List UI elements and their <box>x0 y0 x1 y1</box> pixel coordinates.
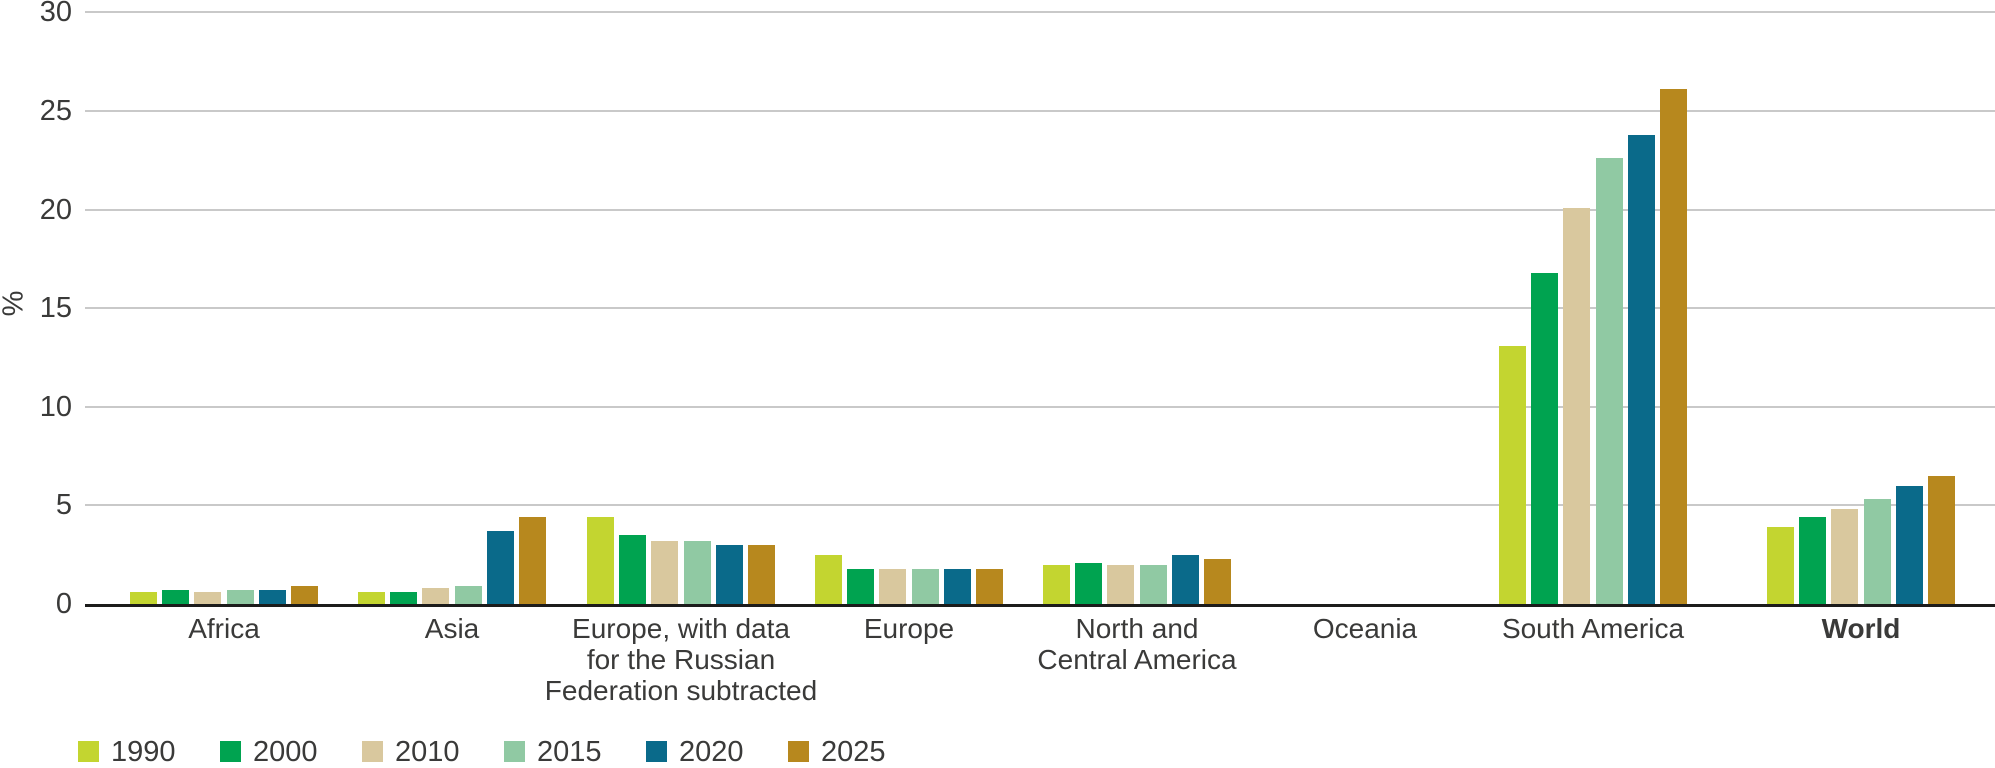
bar-south-america-2010 <box>1563 207 1591 604</box>
bar-world-2025 <box>1928 475 1955 604</box>
gridline-25 <box>85 110 1995 112</box>
bar-europe-2015 <box>911 568 939 604</box>
bar-world-2020 <box>1895 485 1923 604</box>
x-label-asia: Asia <box>424 613 480 644</box>
bar-europe-with-data-for-the-russian-federation-subtracted-2010 <box>651 540 679 604</box>
gridline-30 <box>85 11 1995 14</box>
bar-world-2015 <box>1863 499 1891 604</box>
gridline-20 <box>85 208 1995 211</box>
x-label-world: World <box>1821 613 1901 644</box>
bar-south-america-2000 <box>1531 272 1559 604</box>
bar-europe-with-data-for-the-russian-federation-subtracted-2020 <box>715 544 743 604</box>
gridline-15 <box>85 307 1995 310</box>
x-axis-line <box>85 604 1995 607</box>
bar-north-and-central-america-2025 <box>1204 558 1231 604</box>
bar-asia-2010 <box>422 588 450 604</box>
bar-world-2000 <box>1799 517 1827 604</box>
gridline-5 <box>85 504 1995 507</box>
bar-africa-1990 <box>130 592 157 604</box>
bar-north-and-central-america-2020 <box>1171 554 1199 604</box>
bar-asia-2015 <box>454 586 482 604</box>
y-tick-15: 15 <box>39 292 72 325</box>
bar-asia-2000 <box>390 592 418 604</box>
legend-label-2025: 2025 <box>821 736 886 768</box>
y-tick-10: 10 <box>39 390 72 423</box>
bar-europe-with-data-for-the-russian-federation-subtracted-2000 <box>619 534 647 604</box>
legend-label-2020: 2020 <box>679 736 744 768</box>
y-tick-20: 20 <box>39 193 72 226</box>
y-tick-0: 0 <box>55 588 72 620</box>
x-label-africa: Africa <box>188 613 260 644</box>
legend-swatch-2000 <box>220 741 241 762</box>
bar-africa-2015 <box>226 590 254 604</box>
x-label-europe: Europe <box>863 613 955 644</box>
bar-world-2010 <box>1831 509 1859 604</box>
x-label-south-america: South America <box>1501 613 1685 644</box>
bar-europe-1990 <box>815 554 842 604</box>
bar-europe-with-data-for-the-russian-federation-subtracted-2015 <box>683 540 711 604</box>
bar-europe-with-data-for-the-russian-federation-subtracted-1990 <box>587 517 614 604</box>
legend-label-2010: 2010 <box>395 736 460 768</box>
y-tick-5: 5 <box>55 489 72 522</box>
bar-world-1990 <box>1767 527 1794 604</box>
bar-south-america-2025 <box>1660 89 1687 604</box>
bar-south-america-1990 <box>1499 345 1526 604</box>
legend: 1990 2000 2010 2015 2020 2025 <box>0 737 1995 767</box>
bar-asia-2025 <box>519 517 546 604</box>
bar-africa-2025 <box>291 586 318 604</box>
x-label-oceania: Oceania <box>1312 613 1418 644</box>
bar-africa-2010 <box>194 592 222 604</box>
bar-south-america-2020 <box>1627 134 1655 604</box>
bar-europe-2020 <box>943 568 971 604</box>
legend-label-2015: 2015 <box>537 736 602 768</box>
bar-europe-with-data-for-the-russian-federation-subtracted-2025 <box>748 544 775 604</box>
bar-europe-2000 <box>847 568 875 604</box>
x-label-north-and-central-america: North and Central America <box>1037 613 1237 675</box>
bar-north-and-central-america-2010 <box>1107 564 1135 604</box>
bar-asia-2020 <box>486 531 514 604</box>
bar-europe-2010 <box>879 568 907 604</box>
bar-africa-2000 <box>162 590 190 604</box>
legend-label-1990: 1990 <box>111 736 176 768</box>
legend-label-2000: 2000 <box>253 736 318 768</box>
legend-swatch-2020 <box>646 741 667 762</box>
legend-swatch-2025 <box>788 741 809 762</box>
y-tick-30: 30 <box>39 0 72 29</box>
bar-north-and-central-america-1990 <box>1043 564 1070 604</box>
bar-africa-2020 <box>258 590 286 604</box>
legend-swatch-2010 <box>362 741 383 762</box>
bar-south-america-2015 <box>1595 158 1623 604</box>
legend-swatch-2015 <box>504 741 525 762</box>
gridline-10 <box>85 405 1995 408</box>
y-tick-25: 25 <box>39 95 72 127</box>
legend-swatch-1990 <box>78 741 99 762</box>
bar-north-and-central-america-2015 <box>1139 564 1167 604</box>
bar-europe-2025 <box>976 568 1003 604</box>
bar-north-and-central-america-2000 <box>1075 562 1103 604</box>
bar-asia-1990 <box>358 592 385 604</box>
x-label-europe-with-data-for-the-russian-federation-subtracted: Europe, with data for the Russian Federa… <box>544 613 818 706</box>
